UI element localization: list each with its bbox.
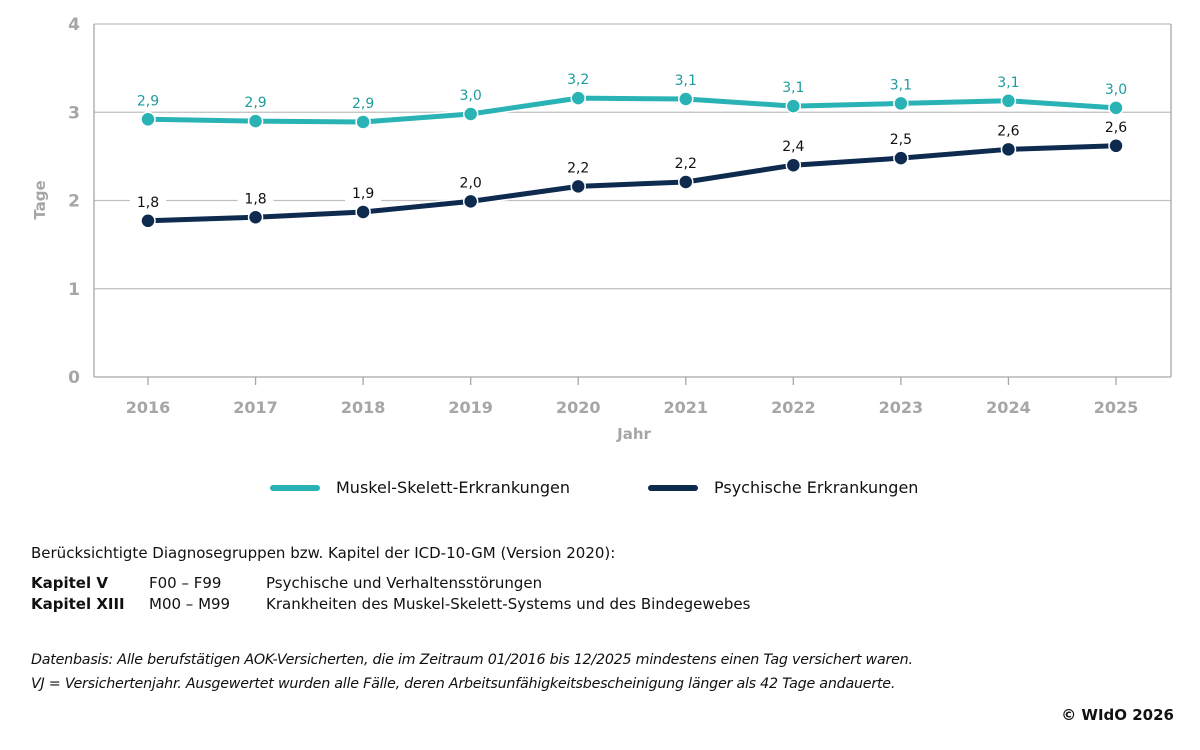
data-point-muskel-skelett (140, 111, 156, 128)
chapter-description: Krankheiten des Muskel-Skelett-Systems u… (266, 594, 751, 613)
legend-label: Psychische Erkrankungen (714, 478, 919, 497)
legend-item-psychische: Psychische Erkrankungen (648, 478, 918, 497)
data-label-muskel-skelett: 3,1 (997, 75, 1019, 91)
legend: Muskel-Skelett-Erkrankungen Psychische E… (0, 478, 1200, 502)
y-tick-label: 0 (68, 368, 80, 388)
data-point-psychische (570, 178, 586, 195)
footnote-line: VJ = Versichertenjahr. Ausgewertet wurde… (31, 676, 896, 692)
data-label-muskel-skelett: 3,2 (567, 72, 589, 88)
chapter-row: Kapitel V F00 – F99 Psychische und Verha… (31, 572, 750, 593)
data-label-muskel-skelett: 3,1 (675, 73, 697, 89)
data-label-muskel-skelett: 2,9 (352, 96, 374, 112)
data-point-muskel-skelett (462, 106, 479, 122)
y-tick-labels: 0 1 2 3 4 (68, 15, 80, 388)
data-point-psychische (247, 209, 264, 226)
data-point-muskel-skelett (1000, 93, 1017, 109)
legend-swatch-muskel-skelett (270, 484, 320, 491)
x-tick-labels: 2016 2017 2018 2019 2020 2021 2022 2023 2024 2025 (126, 398, 1139, 417)
data-label-background (237, 188, 274, 208)
data-label-muskel-skelett: 3,1 (890, 77, 912, 93)
y-tick-label: 2 (68, 192, 80, 212)
data-label-background (667, 152, 704, 172)
data-label-background (452, 172, 489, 192)
chapter-codes: F00 – F99 (149, 573, 222, 592)
legend-swatch-psychische (648, 484, 698, 491)
data-point-muskel-skelett (1108, 100, 1124, 116)
data-label-psychische: 1,8 (244, 191, 266, 207)
chapter-name: Kapitel XIII (31, 594, 125, 613)
y-axis-label: Tage (31, 180, 49, 219)
x-tick-label: 2023 (879, 398, 924, 417)
legend-item-muskel-skelett: Muskel-Skelett-Erkrankungen (270, 478, 570, 497)
data-label-muskel-skelett: 3,1 (782, 80, 804, 96)
data-label-muskel-skelett: 2,9 (137, 93, 159, 109)
data-label-background (130, 191, 166, 211)
legend-label: Muskel-Skelett-Erkrankungen (336, 478, 571, 497)
axes (93, 24, 1172, 385)
x-tick-label: 2016 (126, 398, 171, 417)
data-point-muskel-skelett (785, 98, 802, 114)
data-label-background (775, 136, 812, 156)
data-label-muskel-skelett: 3,0 (1105, 82, 1127, 98)
y-tick-label: 1 (68, 280, 80, 300)
y-tick-label: 4 (68, 15, 80, 35)
x-tick-label: 2019 (448, 398, 493, 417)
data-label-psychische: 2,5 (890, 132, 912, 148)
data-label-psychische: 2,0 (460, 175, 482, 191)
series-line-psychische (145, 143, 1119, 224)
x-tick-label: 2022 (771, 398, 816, 417)
x-tick-label: 2020 (556, 398, 601, 417)
footnote: Datenbasis: Alle berufstätigen AOK-Versi… (31, 648, 913, 696)
data-point-psychische (140, 213, 156, 229)
data-label-background (882, 129, 919, 149)
footnote-line: Datenbasis: Alle berufstätigen AOK-Versi… (31, 652, 913, 668)
series-line-muskel-skelett (145, 95, 1119, 125)
data-label-psychische: 1,9 (352, 186, 374, 202)
data-label-muskel-skelett: 2,9 (244, 95, 266, 111)
data-point-muskel-skelett (893, 95, 909, 112)
data-label-psychische: 1,8 (137, 195, 159, 211)
x-tick-label: 2024 (986, 398, 1031, 417)
data-point-psychische (1108, 138, 1124, 154)
data-point-psychische (893, 150, 909, 166)
data-point-psychische (462, 193, 479, 210)
data-label-background (345, 182, 382, 202)
chapter-codes: M00 – M99 (149, 594, 231, 613)
data-label-muskel-skelett: 3,0 (460, 88, 482, 104)
data-point-psychische (678, 174, 694, 190)
data-point-psychische (785, 157, 802, 173)
chapter-row: Kapitel XIII M00 – M99 Krankheiten des M… (31, 593, 750, 614)
x-axis-label: Jahr (616, 425, 651, 443)
data-point-psychische (355, 204, 371, 220)
data-label-psychische: 2,4 (782, 139, 804, 155)
diagnosis-notes: Berücksichtigte Diagnosegruppen bzw. Kap… (31, 544, 750, 614)
y-tick-label: 3 (68, 103, 80, 123)
x-tick-label: 2025 (1094, 398, 1139, 417)
chapter-name: Kapitel V (31, 573, 108, 592)
data-label-psychische: 2,6 (1105, 120, 1127, 136)
notes-heading: Berücksichtigte Diagnosegruppen bzw. Kap… (31, 544, 616, 562)
series-group: 2,9 2,9 2,9 3,0 3,2 3,1 3,1 3,1 3,1 3,0 1,8 1,8 1,9 2… (130, 72, 1134, 229)
data-label-psychische: 2,6 (997, 123, 1019, 139)
x-tick-label: 2018 (341, 398, 386, 417)
copyright: © WIdO 2026 (1061, 706, 1174, 724)
data-label-background (1098, 116, 1134, 136)
x-tick-label: 2021 (664, 398, 709, 417)
data-point-psychische (1000, 141, 1017, 158)
data-label-psychische: 2,2 (567, 160, 589, 176)
data-point-muskel-skelett (247, 113, 264, 129)
x-tick-label: 2017 (233, 398, 278, 417)
data-point-muskel-skelett (355, 114, 371, 130)
data-point-muskel-skelett (678, 91, 694, 107)
data-label-background (990, 120, 1027, 140)
data-label-background (560, 157, 597, 177)
data-point-muskel-skelett (570, 90, 586, 106)
data-label-psychische: 2,2 (675, 156, 697, 172)
chapter-description: Psychische und Verhaltensstörungen (266, 573, 543, 592)
